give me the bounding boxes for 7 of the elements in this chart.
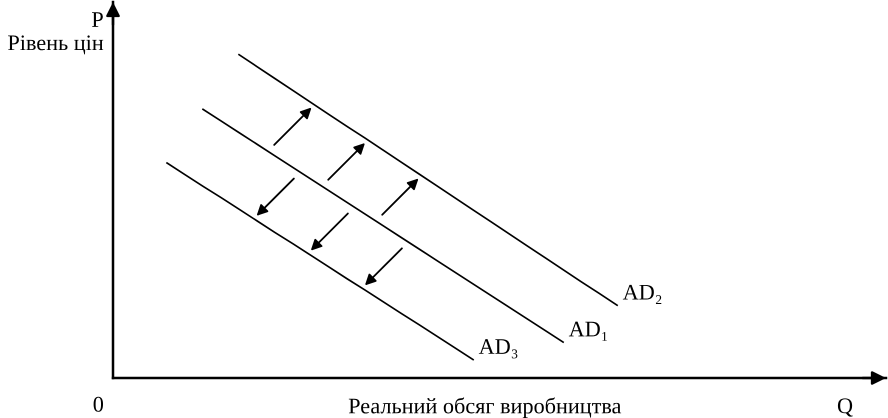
x-axis-title: Реальний обсяг виробництва (348, 397, 622, 418)
series-label: AD₁ (568, 322, 607, 341)
text: Q (838, 398, 853, 417)
text: 0 (94, 396, 104, 412)
y-axis-title: P Рівень цін (8, 12, 104, 54)
series-label: AD₃ (478, 339, 518, 358)
series-label: AD₂ (622, 284, 662, 304)
